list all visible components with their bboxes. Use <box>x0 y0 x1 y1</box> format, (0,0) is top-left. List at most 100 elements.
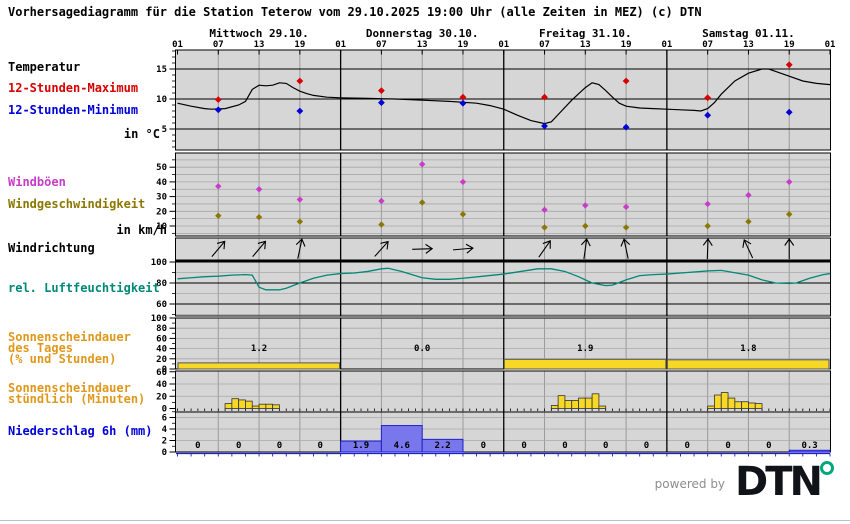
svg-text:1.9: 1.9 <box>577 344 593 354</box>
svg-text:0: 0 <box>685 441 690 451</box>
svg-text:07: 07 <box>376 40 387 50</box>
svg-text:Mittwoch 29.10.: Mittwoch 29.10. <box>209 27 308 40</box>
svg-text:01: 01 <box>172 40 183 50</box>
svg-text:50: 50 <box>156 163 167 173</box>
svg-text:13: 13 <box>417 40 428 50</box>
svg-text:80: 80 <box>156 279 167 289</box>
svg-text:0: 0 <box>236 441 241 451</box>
svg-text:2.2: 2.2 <box>434 441 450 451</box>
svg-text:01: 01 <box>661 40 672 50</box>
svg-text:19: 19 <box>458 40 469 50</box>
svg-text:4: 4 <box>162 425 168 435</box>
svg-text:20: 20 <box>156 392 167 402</box>
svg-text:0: 0 <box>162 365 167 375</box>
humidity-series <box>177 267 831 291</box>
svg-text:0: 0 <box>521 441 526 451</box>
svg-text:19: 19 <box>294 40 305 50</box>
svg-text:40: 40 <box>156 178 167 188</box>
page-title: Vorhersagediagramm für die Station Teter… <box>8 5 702 19</box>
svg-text:Donnerstag 30.10.: Donnerstag 30.10. <box>366 27 479 40</box>
svg-text:1.9: 1.9 <box>353 441 369 451</box>
svg-text:01: 01 <box>825 40 836 50</box>
svg-text:10: 10 <box>156 222 167 232</box>
dtn-logo: DTN <box>735 461 834 502</box>
precipitation-bars: 0 0 0 0 1.9 4.6 2.2 0 0 0 0 0 0 0 0 0.3 <box>176 425 831 457</box>
svg-text:2: 2 <box>162 437 167 447</box>
sun-hourly-label-2: stündlich (Minuten) <box>8 392 146 406</box>
svg-text:0.3: 0.3 <box>801 441 817 451</box>
svg-text:60: 60 <box>156 368 167 378</box>
svg-text:19: 19 <box>784 40 795 50</box>
svg-text:80: 80 <box>156 324 167 334</box>
svg-text:1.2: 1.2 <box>251 344 267 354</box>
panel-precipitation <box>175 412 831 452</box>
svg-text:13: 13 <box>254 40 265 50</box>
svg-text:0: 0 <box>162 405 167 415</box>
svg-text:0: 0 <box>318 441 323 451</box>
dtn-logo-dot-icon <box>820 461 834 475</box>
svg-text:13: 13 <box>580 40 591 50</box>
max12-label: 12-Stunden-Maximum <box>8 81 139 95</box>
svg-text:01: 01 <box>335 40 346 50</box>
humidity-label: rel. Luftfeuchtigkeit <box>8 281 160 295</box>
x-axis-labels: Mittwoch 29.10. Donnerstag 30.10. Freitag … <box>172 27 835 50</box>
sun-daily-label-1: Sonnenscheindauer <box>8 330 131 344</box>
panel-sunshine-hourly <box>175 371 831 412</box>
svg-text:0: 0 <box>481 441 486 451</box>
svg-text:Freitag 31.10.: Freitag 31.10. <box>539 27 632 40</box>
svg-text:0.0: 0.0 <box>414 344 430 354</box>
svg-text:0: 0 <box>725 441 730 451</box>
temp-unit-label: in °C <box>123 127 160 141</box>
svg-text:0: 0 <box>644 441 649 451</box>
wind-direction-label: Windrichtung <box>8 241 95 255</box>
svg-text:30: 30 <box>156 193 167 203</box>
panel-wind <box>175 153 831 236</box>
sun-hourly-label-1: Sonnenscheindauer <box>8 381 131 395</box>
wind-direction-arrows <box>211 238 795 260</box>
svg-text:13: 13 <box>743 40 754 50</box>
wind-speed-label: Windgeschwindigkeit <box>8 197 146 211</box>
sun-daily-label-2: des Tages <box>8 341 74 355</box>
svg-text:10: 10 <box>156 95 167 105</box>
svg-text:0: 0 <box>562 441 567 451</box>
svg-text:5: 5 <box>162 125 167 135</box>
svg-text:0: 0 <box>766 441 771 451</box>
bottom-divider <box>0 520 850 521</box>
svg-text:0: 0 <box>162 448 167 458</box>
svg-text:07: 07 <box>213 40 224 50</box>
svg-text:40: 40 <box>156 380 167 390</box>
svg-text:0: 0 <box>277 441 282 451</box>
powered-by-text: powered by <box>654 477 726 491</box>
svg-text:40: 40 <box>156 345 167 355</box>
footer-branding: powered by DTN <box>654 461 834 502</box>
temperature-label: Temperatur <box>8 60 81 74</box>
panel-temperature <box>175 50 831 150</box>
temperature-series <box>177 61 831 131</box>
panel-humidity <box>175 261 831 316</box>
svg-text:0: 0 <box>195 441 200 451</box>
sun-daily-label-3: (% und Stunden) <box>8 352 117 366</box>
panel-wind-direction <box>175 238 831 260</box>
svg-text:0: 0 <box>603 441 608 451</box>
sunshine-hourly-bars <box>177 392 831 411</box>
wind-unit-label: in km/h <box>116 223 167 237</box>
svg-text:Samstag 01.11.: Samstag 01.11. <box>702 27 795 40</box>
min12-label: 12-Stunden-Minimum <box>8 103 139 117</box>
svg-text:01: 01 <box>498 40 509 50</box>
svg-text:07: 07 <box>702 40 713 50</box>
svg-text:100: 100 <box>151 314 167 324</box>
sunshine-daily-bars: 1.2 0.0 1.9 1.8 <box>177 344 830 370</box>
svg-text:60: 60 <box>156 300 167 310</box>
gusts-label: Windböen <box>8 175 66 189</box>
svg-text:19: 19 <box>621 40 632 50</box>
svg-text:100: 100 <box>151 258 167 268</box>
svg-text:15: 15 <box>156 65 167 75</box>
svg-text:6: 6 <box>162 414 167 424</box>
svg-text:1.8: 1.8 <box>740 344 756 354</box>
wind-series <box>215 161 793 231</box>
svg-text:07: 07 <box>539 40 550 50</box>
svg-text:20: 20 <box>156 355 167 365</box>
